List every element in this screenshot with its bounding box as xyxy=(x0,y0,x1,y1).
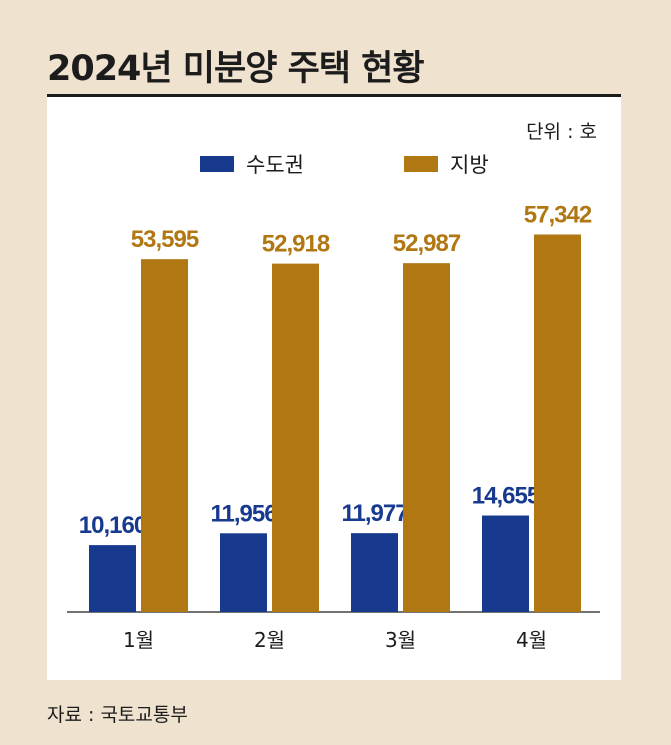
data-label-regional-1: 53,595 xyxy=(131,226,199,253)
bar-regional-3 xyxy=(403,263,450,612)
x-tick-label-3: 3월 xyxy=(385,628,416,652)
unit-label: 단위 : 호 xyxy=(526,121,597,143)
data-label-capital-1: 10,160 xyxy=(79,512,147,539)
legend-label-capital: 수도권 xyxy=(246,153,304,177)
data-label-regional-3: 52,987 xyxy=(393,230,461,257)
x-tick-label-1: 1월 xyxy=(123,628,154,652)
legend-swatch-capital xyxy=(200,156,234,172)
chart-title: 2024년 미분양 주택 현황 xyxy=(47,49,425,89)
data-label-regional-4: 57,342 xyxy=(524,201,592,228)
data-label-capital-2: 11,956 xyxy=(210,500,277,527)
legend: 수도권 지방 xyxy=(47,149,621,179)
bar-chart: 10,160 53,595 1월 11,956 52,918 2월 11,977 52,987… xyxy=(67,201,600,652)
bar-regional-1 xyxy=(141,259,188,612)
bar-capital-4 xyxy=(482,515,529,612)
data-label-capital-4: 14,655 xyxy=(472,483,540,510)
legend-item-capital: 수도권 xyxy=(200,149,304,179)
data-label-capital-3: 11,977 xyxy=(341,500,408,527)
chart-panel: 단위 : 호 수도권 지방 10,160 53,595 1월 11,956 52,918… xyxy=(47,97,621,680)
bar-capital-1 xyxy=(89,545,136,612)
data-label-regional-2: 52,918 xyxy=(262,231,330,258)
source-note: 자료 : 국토교통부 xyxy=(47,704,188,726)
title-divider xyxy=(47,94,621,97)
bar-regional-2 xyxy=(272,263,319,612)
legend-label-regional: 지방 xyxy=(450,153,489,177)
bar-regional-4 xyxy=(534,234,581,612)
bar-capital-2 xyxy=(220,533,267,612)
x-tick-label-2: 2월 xyxy=(254,628,285,652)
x-tick-label-4: 4월 xyxy=(516,628,547,652)
legend-swatch-regional xyxy=(404,156,438,172)
bar-capital-3 xyxy=(351,533,398,612)
legend-item-regional: 지방 xyxy=(404,149,489,179)
